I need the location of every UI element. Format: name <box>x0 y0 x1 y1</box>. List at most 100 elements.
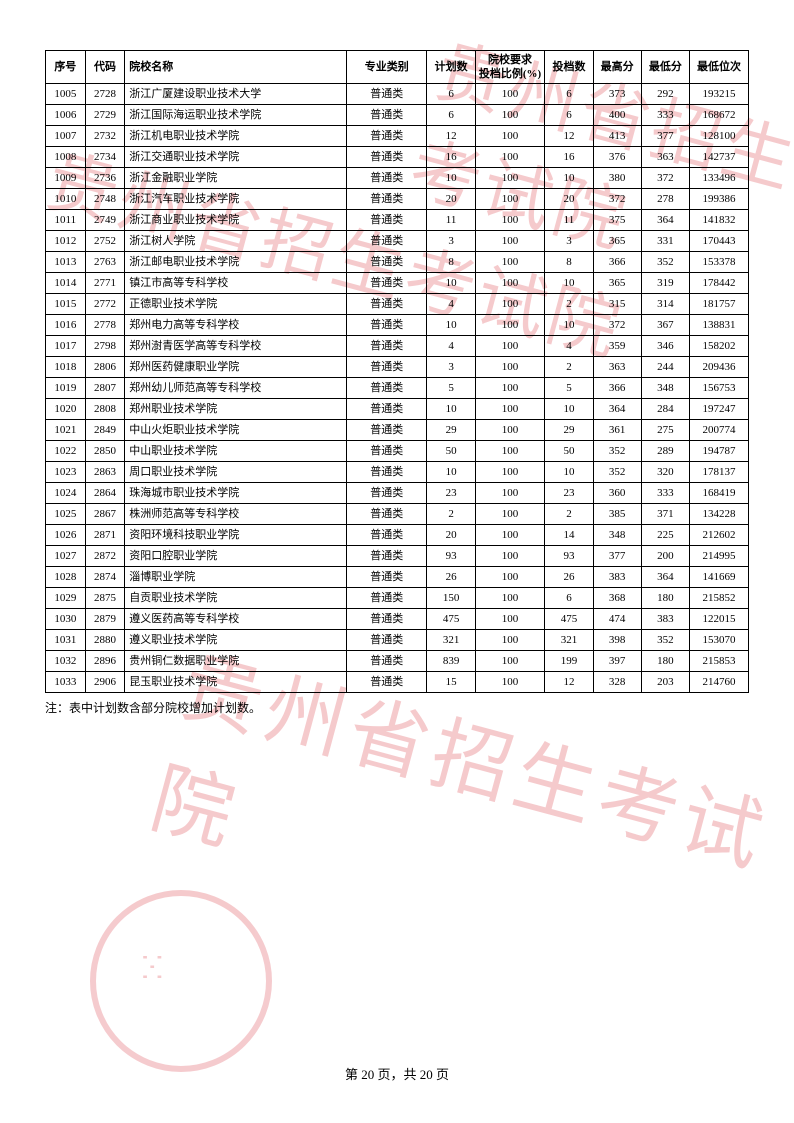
table-cell: 413 <box>593 126 641 147</box>
table-cell: 100 <box>475 672 545 693</box>
table-cell: 2 <box>545 357 593 378</box>
table-cell: 5 <box>427 378 475 399</box>
table-cell: 352 <box>641 630 689 651</box>
table-cell: 1013 <box>46 252 86 273</box>
table-cell: 2732 <box>85 126 125 147</box>
table-cell: 1026 <box>46 525 86 546</box>
table-cell: 26 <box>545 567 593 588</box>
table-cell: 100 <box>475 588 545 609</box>
table-cell: 1024 <box>46 483 86 504</box>
table-cell: 郑州幼儿师范高等专科学校 <box>125 378 347 399</box>
table-cell: 364 <box>641 567 689 588</box>
table-cell: 100 <box>475 357 545 378</box>
table-cell: 1029 <box>46 588 86 609</box>
table-cell: 1016 <box>46 315 86 336</box>
table-cell: 475 <box>427 609 475 630</box>
table-cell: 321 <box>545 630 593 651</box>
table-cell: 2906 <box>85 672 125 693</box>
table-cell: 浙江树人学院 <box>125 231 347 252</box>
table-cell: 1006 <box>46 105 86 126</box>
table-cell: 10 <box>545 399 593 420</box>
table-cell: 320 <box>641 462 689 483</box>
table-cell: 383 <box>593 567 641 588</box>
table-cell: 普通类 <box>347 525 427 546</box>
table-cell: 839 <box>427 651 475 672</box>
table-cell: 474 <box>593 609 641 630</box>
table-cell: 3 <box>427 357 475 378</box>
column-header: 最低位次 <box>690 51 749 84</box>
table-cell: 346 <box>641 336 689 357</box>
table-cell: 1017 <box>46 336 86 357</box>
table-cell: 浙江邮电职业技术学院 <box>125 252 347 273</box>
table-cell: 209436 <box>690 357 749 378</box>
table-cell: 2798 <box>85 336 125 357</box>
table-cell: 203 <box>641 672 689 693</box>
table-cell: 2872 <box>85 546 125 567</box>
table-cell: 遵义医药高等专科学校 <box>125 609 347 630</box>
table-cell: 319 <box>641 273 689 294</box>
table-cell: 10 <box>545 462 593 483</box>
table-cell: 366 <box>593 378 641 399</box>
table-cell: 352 <box>593 462 641 483</box>
table-cell: 363 <box>593 357 641 378</box>
table-cell: 普通类 <box>347 336 427 357</box>
table-row: 10282874淄博职业学院普通类2610026383364141669 <box>46 567 749 588</box>
table-cell: 普通类 <box>347 420 427 441</box>
table-cell: 6 <box>427 84 475 105</box>
table-cell: 普通类 <box>347 273 427 294</box>
table-cell: 10 <box>545 168 593 189</box>
table-cell: 128100 <box>690 126 749 147</box>
table-cell: 26 <box>427 567 475 588</box>
table-cell: 100 <box>475 168 545 189</box>
table-cell: 292 <box>641 84 689 105</box>
table-cell: 1008 <box>46 147 86 168</box>
table-cell: 普通类 <box>347 315 427 336</box>
table-cell: 100 <box>475 462 545 483</box>
table-cell: 贵州铜仁数据职业学院 <box>125 651 347 672</box>
table-cell: 134228 <box>690 504 749 525</box>
page-footer: 第 20 页，共 20 页 <box>0 1064 794 1083</box>
table-cell: 333 <box>641 483 689 504</box>
table-cell: 2749 <box>85 210 125 231</box>
table-cell: 11 <box>427 210 475 231</box>
column-header: 代码 <box>85 51 125 84</box>
table-cell: 20 <box>545 189 593 210</box>
table-cell: 浙江广厦建设职业技术大学 <box>125 84 347 105</box>
table-cell: 100 <box>475 315 545 336</box>
table-row: 10222850中山职业技术学院普通类5010050352289194787 <box>46 441 749 462</box>
table-cell: 郑州医药健康职业学院 <box>125 357 347 378</box>
table-cell: 156753 <box>690 378 749 399</box>
table-cell: 1014 <box>46 273 86 294</box>
table-cell: 浙江机电职业技术学院 <box>125 126 347 147</box>
table-cell: 1018 <box>46 357 86 378</box>
table-cell: 8 <box>545 252 593 273</box>
table-cell: 普通类 <box>347 126 427 147</box>
table-cell: 199386 <box>690 189 749 210</box>
table-row: 10072732浙江机电职业技术学院普通类1210012413377128100 <box>46 126 749 147</box>
table-cell: 122015 <box>690 609 749 630</box>
table-cell: 2874 <box>85 567 125 588</box>
table-cell: 1011 <box>46 210 86 231</box>
table-cell: 2850 <box>85 441 125 462</box>
table-cell: 郑州电力高等专科学校 <box>125 315 347 336</box>
table-cell: 363 <box>641 147 689 168</box>
table-cell: 1009 <box>46 168 86 189</box>
table-cell: 100 <box>475 609 545 630</box>
column-header: 院校名称 <box>125 51 347 84</box>
table-cell: 2772 <box>85 294 125 315</box>
table-cell: 普通类 <box>347 399 427 420</box>
admissions-table: 序号代码院校名称专业类别计划数院校要求投档比例(%)投档数最高分最低分最低位次 … <box>45 50 749 693</box>
table-cell: 10 <box>427 399 475 420</box>
table-cell: 214995 <box>690 546 749 567</box>
table-cell: 15 <box>427 672 475 693</box>
table-cell: 158202 <box>690 336 749 357</box>
table-cell: 348 <box>641 378 689 399</box>
table-cell: 372 <box>593 189 641 210</box>
table-row: 10082734浙江交通职业技术学院普通类1610016376363142737 <box>46 147 749 168</box>
table-cell: 100 <box>475 441 545 462</box>
table-cell: 181757 <box>690 294 749 315</box>
table-cell: 1028 <box>46 567 86 588</box>
table-cell: 遵义职业技术学院 <box>125 630 347 651</box>
table-cell: 100 <box>475 147 545 168</box>
table-cell: 100 <box>475 483 545 504</box>
